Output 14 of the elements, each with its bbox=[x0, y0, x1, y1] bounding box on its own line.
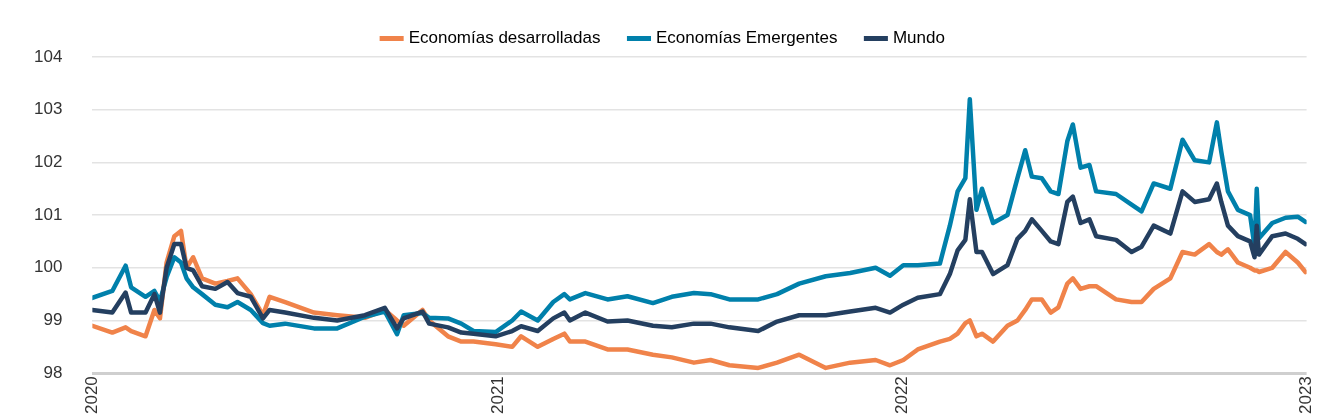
y-tick-label: 100 bbox=[33, 257, 63, 277]
y-tick-label: 104 bbox=[33, 46, 63, 66]
x-tick-label: 2021 bbox=[487, 376, 507, 415]
y-tick-label: 99 bbox=[43, 310, 63, 330]
x-tick-label: 2023 bbox=[1296, 376, 1316, 415]
legend-label: Economías desarrolladas bbox=[408, 28, 601, 48]
y-tick-label: 101 bbox=[33, 204, 63, 224]
x-tick-label: 2022 bbox=[891, 376, 911, 415]
legend-label: Economías Emergentes bbox=[655, 28, 838, 48]
x-tick-label: 2020 bbox=[82, 376, 102, 415]
y-tick-label: 102 bbox=[33, 152, 63, 172]
y-tick-label: 103 bbox=[33, 99, 63, 119]
legend-label: Mundo bbox=[892, 28, 945, 48]
y-tick-label: 98 bbox=[43, 362, 63, 382]
